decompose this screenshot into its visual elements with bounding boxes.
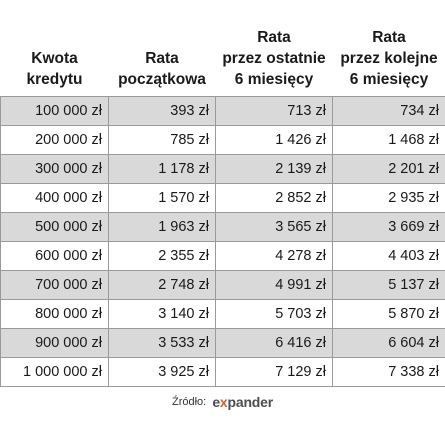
cell-last-6-months: 5 703 zł: [215, 299, 333, 329]
cell-next-6-months: 2 935 zł: [332, 183, 445, 213]
cell-last-6-months: 4 991 zł: [215, 270, 333, 300]
cell-last-6-months: 2 852 zł: [215, 183, 333, 213]
cell-loan-amount: 900 000 zł: [0, 328, 109, 358]
logo-prefix: e: [212, 394, 220, 411]
cell-loan-amount: 800 000 zł: [0, 299, 109, 329]
cell-next-6-months: 1 468 zł: [332, 125, 445, 155]
source-credit: Źródło: expander: [0, 394, 445, 410]
cell-next-6-months: 5 137 zł: [332, 270, 445, 300]
cell-initial-installment: 1 570 zł: [108, 183, 216, 213]
cell-last-6-months: 4 278 zł: [215, 241, 333, 271]
cell-last-6-months: 2 139 zł: [215, 154, 333, 184]
cell-initial-installment: 393 zł: [108, 96, 216, 126]
cell-loan-amount: 600 000 zł: [0, 241, 109, 271]
cell-next-6-months: 6 604 zł: [332, 328, 445, 358]
cell-loan-amount: 400 000 zł: [0, 183, 109, 213]
source-label: Źródło:: [172, 396, 207, 409]
cell-loan-amount: 300 000 zł: [0, 154, 109, 184]
cell-next-6-months: 4 403 zł: [332, 241, 445, 271]
credit-installments-table: Kwota kredytu Rata początkowa Rata przez…: [0, 0, 445, 387]
cell-initial-installment: 1 963 zł: [108, 212, 216, 242]
header-last-6-months-installment: Rata przez ostatnie 6 miesięcy: [215, 0, 333, 97]
cell-next-6-months: 2 201 zł: [332, 154, 445, 184]
header-loan-amount: Kwota kredytu: [0, 0, 109, 97]
table-row: 200 000 zł 785 zł 1 426 zł 1 468 zł: [0, 125, 445, 155]
logo-accent: x: [219, 394, 228, 411]
table-row: 400 000 zł 1 570 zł 2 852 zł 2 935 zł: [0, 183, 445, 213]
cell-loan-amount: 700 000 zł: [0, 270, 109, 300]
cell-last-6-months: 6 416 zł: [215, 328, 333, 358]
cell-initial-installment: 785 zł: [108, 125, 216, 155]
table-row: 1 000 000 zł 3 925 zł 7 129 zł 7 338 zł: [0, 357, 445, 387]
cell-loan-amount: 500 000 zł: [0, 212, 109, 242]
header-next-6-months-installment: Rata przez kolejne 6 miesięcy: [332, 0, 445, 97]
cell-next-6-months: 734 zł: [332, 96, 445, 126]
cell-loan-amount: 200 000 zł: [0, 125, 109, 155]
cell-initial-installment: 2 355 zł: [108, 241, 216, 271]
cell-last-6-months: 713 zł: [215, 96, 333, 126]
cell-next-6-months: 3 669 zł: [332, 212, 445, 242]
cell-initial-installment: 3 533 zł: [108, 328, 216, 358]
table-body: 100 000 zł 393 zł 713 zł 734 zł 200 000 zł 78…: [0, 96, 445, 387]
table-row: 600 000 zł 2 355 zł 4 278 zł 4 403 zł: [0, 241, 445, 271]
logo-suffix: pander: [227, 394, 274, 411]
expander-logo: expander: [212, 394, 273, 410]
cell-last-6-months: 1 426 zł: [215, 125, 333, 155]
table-header: Kwota kredytu Rata początkowa Rata przez…: [0, 0, 445, 97]
cell-next-6-months: 7 338 zł: [332, 357, 445, 387]
cell-initial-installment: 2 748 zł: [108, 270, 216, 300]
table-row: 700 000 zł 2 748 zł 4 991 zł 5 137 zł: [0, 270, 445, 300]
cell-last-6-months: 3 565 zł: [215, 212, 333, 242]
table-row: 900 000 zł 3 533 zł 6 416 zł 6 604 zł: [0, 328, 445, 358]
table-row: 500 000 zł 1 963 zł 3 565 zł 3 669 zł: [0, 212, 445, 242]
cell-loan-amount: 1 000 000 zł: [0, 357, 109, 387]
cell-initial-installment: 1 178 zł: [108, 154, 216, 184]
table-row: 100 000 zł 393 zł 713 zł 734 zł: [0, 96, 445, 126]
cell-last-6-months: 7 129 zł: [215, 357, 333, 387]
header-row: Kwota kredytu Rata początkowa Rata przez…: [0, 0, 445, 97]
cell-loan-amount: 100 000 zł: [0, 96, 109, 126]
cell-initial-installment: 3 925 zł: [108, 357, 216, 387]
header-initial-installment: Rata początkowa: [108, 0, 216, 97]
table-row: 800 000 zł 3 140 zł 5 703 zł 5 870 zł: [0, 299, 445, 329]
cell-initial-installment: 3 140 zł: [108, 299, 216, 329]
cell-next-6-months: 5 870 zł: [332, 299, 445, 329]
table-row: 300 000 zł 1 178 zł 2 139 zł 2 201 zł: [0, 154, 445, 184]
